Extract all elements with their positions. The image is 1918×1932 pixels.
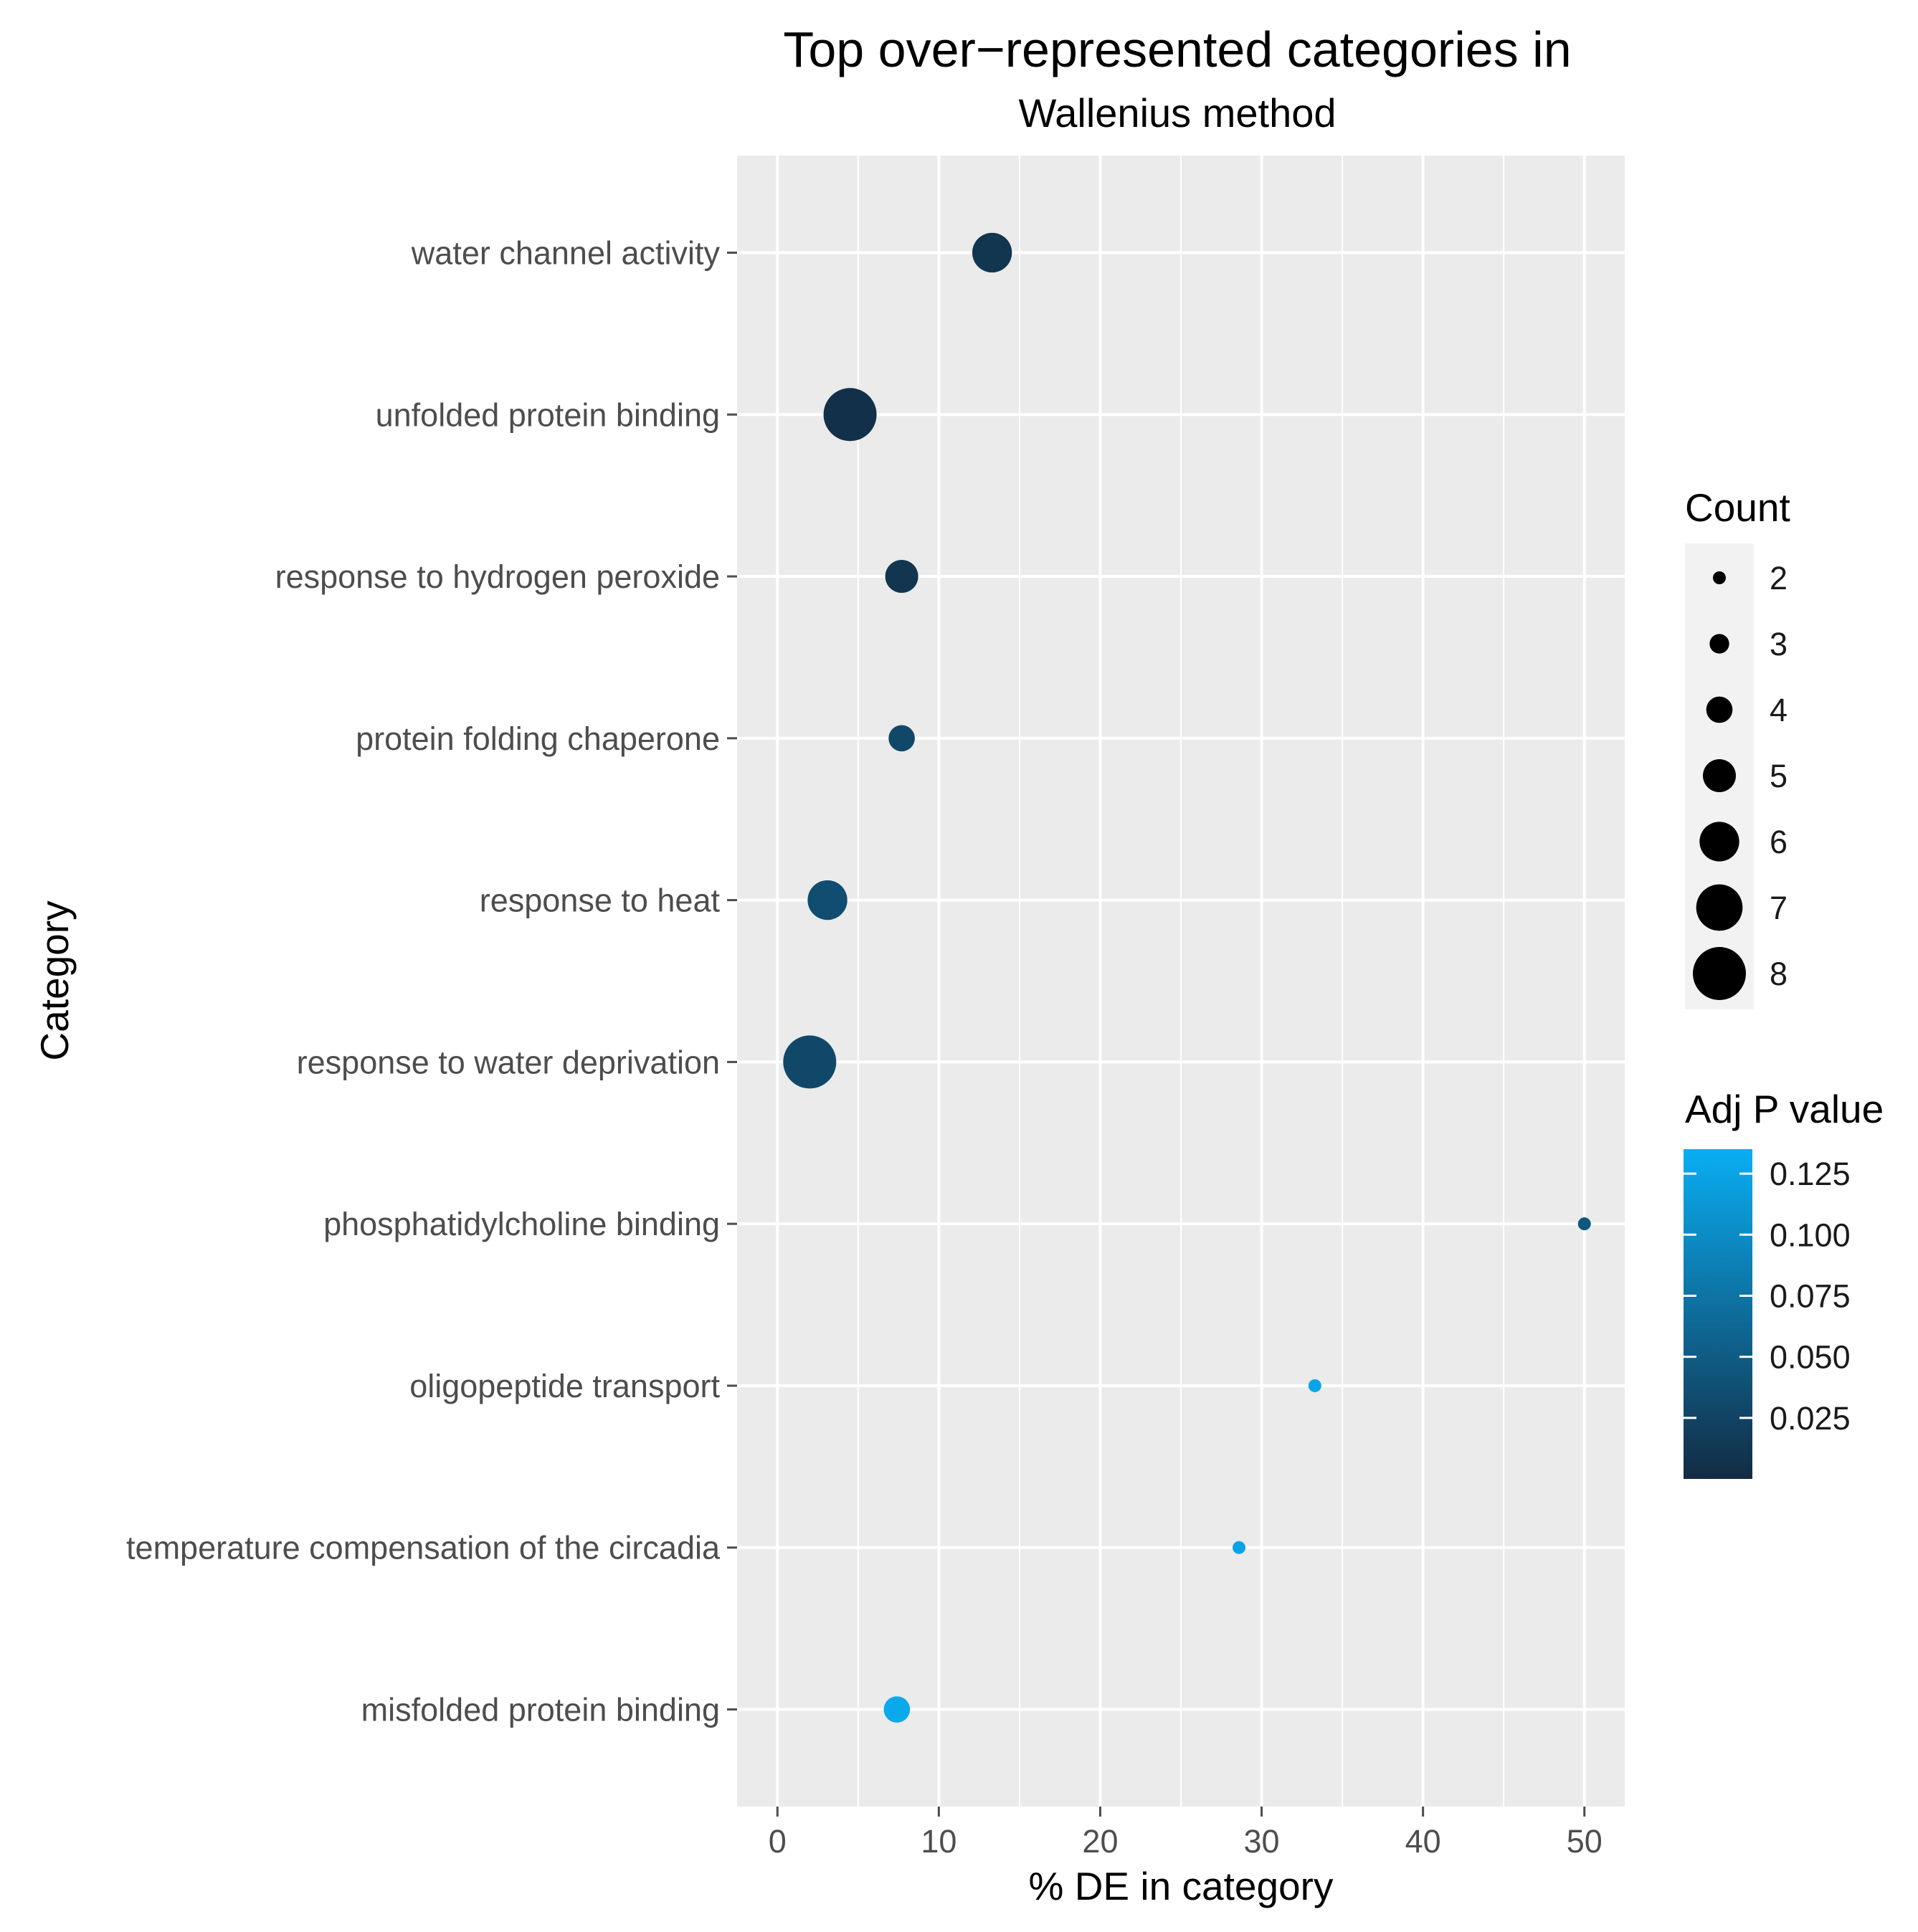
- colorbar-label: 0.050: [1770, 1339, 1851, 1376]
- y-tick-label: oligopeptide transport: [409, 1368, 720, 1404]
- size-legend-key: [1703, 759, 1736, 792]
- size-legend-label: 3: [1770, 626, 1788, 662]
- data-point: [1233, 1541, 1246, 1554]
- size-legend-label: 8: [1770, 956, 1788, 992]
- chart-subtitle: Wallenius method: [1018, 90, 1336, 135]
- data-point: [783, 1035, 837, 1089]
- size-legend: Count 2 3 4 5 6 7 8: [1685, 485, 1790, 1009]
- size-legend-key: [1693, 947, 1746, 1000]
- y-tick-label: unfolded protein binding: [376, 396, 720, 433]
- x-tick-label: 40: [1405, 1823, 1441, 1860]
- y-axis: water channel activity unfolded protein b…: [126, 234, 737, 1728]
- color-legend: Adj P value 0.125 0.100 0.075 0.050 0.025: [1684, 1087, 1884, 1479]
- x-tick-label: 50: [1567, 1823, 1603, 1860]
- colorbar-label: 0.100: [1770, 1217, 1851, 1253]
- size-legend-key: [1696, 884, 1743, 931]
- size-legend-label: 6: [1770, 824, 1788, 860]
- size-legend-label: 4: [1770, 692, 1788, 728]
- y-axis-title: Category: [32, 900, 77, 1061]
- size-legend-label: 2: [1770, 560, 1788, 596]
- data-point: [1308, 1379, 1321, 1392]
- size-legend-key: [1713, 571, 1726, 584]
- y-tick-label: response to water deprivation: [297, 1044, 720, 1080]
- data-point: [807, 880, 848, 920]
- colorbar-label: 0.075: [1770, 1277, 1851, 1314]
- size-legend-label: 7: [1770, 890, 1788, 926]
- x-axis-title: % DE in category: [1029, 1864, 1334, 1908]
- major-gridlines: [737, 156, 1625, 1807]
- y-tick-label: response to hydrogen peroxide: [275, 558, 720, 595]
- x-tick-label: 10: [921, 1823, 956, 1860]
- size-legend-key: [1709, 634, 1729, 654]
- y-tick-label: response to heat: [480, 882, 721, 919]
- colorbar: [1684, 1149, 1752, 1479]
- color-legend-title: Adj P value: [1685, 1087, 1884, 1131]
- colorbar-label: 0.025: [1770, 1400, 1851, 1437]
- y-tick-label: protein folding chaperone: [356, 720, 720, 757]
- y-tick-label: water channel activity: [411, 234, 721, 271]
- data-point: [888, 725, 915, 752]
- x-tick-label: 20: [1082, 1823, 1118, 1860]
- size-legend-title: Count: [1685, 485, 1790, 530]
- data-points: [783, 232, 1591, 1723]
- data-point: [972, 232, 1012, 273]
- size-legend-label: 5: [1770, 758, 1788, 794]
- chart-title: Top over−represented categories in: [783, 22, 1571, 77]
- data-point: [1577, 1217, 1591, 1231]
- data-point: [883, 1696, 911, 1723]
- size-legend-key: [1706, 696, 1733, 723]
- x-tick-label: 30: [1244, 1823, 1280, 1860]
- x-tick-label: 0: [769, 1823, 787, 1860]
- data-point: [823, 388, 877, 442]
- colorbar-label: 0.125: [1770, 1156, 1851, 1192]
- y-tick-label: temperature compensation of the circadia: [126, 1530, 721, 1566]
- size-legend-key: [1699, 822, 1739, 862]
- y-tick-label: phosphatidylcholine binding: [323, 1206, 720, 1242]
- data-point: [885, 560, 918, 594]
- y-tick-label: misfolded protein binding: [361, 1692, 720, 1728]
- x-axis: 0 10 20 30 40 50: [769, 1807, 1603, 1860]
